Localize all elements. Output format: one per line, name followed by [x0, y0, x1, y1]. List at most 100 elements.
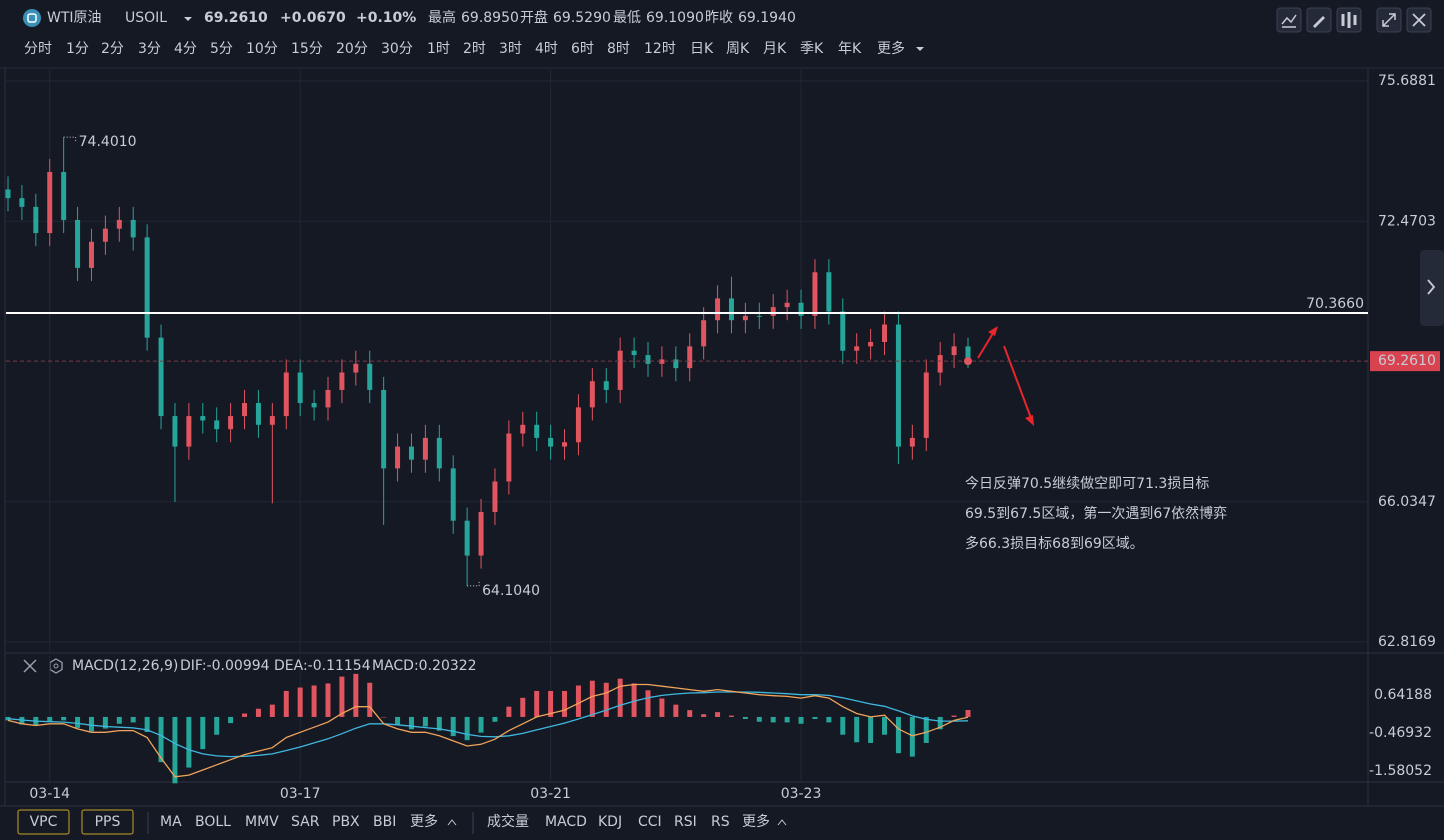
last-price-label: 69.2610: [1378, 353, 1436, 369]
indicator-tab[interactable]: RSI: [674, 814, 697, 830]
footer-button-label[interactable]: PPS: [95, 814, 121, 830]
period-tab[interactable]: 12时: [644, 41, 676, 57]
candle-body: [353, 363, 359, 373]
footer-button-label[interactable]: VPC: [30, 814, 58, 830]
candle-body: [589, 381, 595, 408]
x-tick-label: 03-14: [29, 786, 70, 802]
period-tab[interactable]: 6时: [571, 41, 594, 57]
macd-bar: [701, 714, 707, 717]
candle-body: [5, 189, 11, 199]
macd-bar: [840, 716, 846, 735]
macd-bar: [631, 683, 637, 717]
arrow-up: [977, 329, 996, 359]
indicator-tab[interactable]: KDJ: [598, 814, 622, 830]
period-tab[interactable]: 4时: [535, 41, 558, 57]
period-tab[interactable]: 分时: [24, 41, 52, 57]
candle-body: [102, 228, 108, 242]
close-indicator[interactable]: [23, 659, 37, 673]
indicator-tab[interactable]: BBI: [373, 814, 396, 830]
candle-body: [854, 346, 860, 351]
period-tab[interactable]: 4分: [174, 41, 197, 57]
macd-bar: [367, 682, 373, 717]
stat-value: 69.1940: [738, 10, 796, 26]
candle-body: [868, 341, 874, 347]
candle-body: [812, 272, 818, 316]
period-tab[interactable]: 1分: [66, 41, 89, 57]
candle-body: [603, 381, 609, 390]
macd-bar: [882, 716, 888, 735]
period-tab[interactable]: 30分: [381, 41, 413, 57]
macd-bar: [798, 716, 804, 724]
period-tab[interactable]: 日K: [690, 41, 714, 57]
candle-body: [506, 433, 512, 482]
period-tab[interactable]: 1时: [427, 41, 450, 57]
macd-bar: [645, 690, 651, 717]
macd-bar: [812, 716, 818, 719]
indicator-tab[interactable]: MACD: [545, 814, 587, 830]
footer-button[interactable]: [81, 809, 134, 835]
period-tab[interactable]: 3时: [499, 41, 522, 57]
indicator-tab[interactable]: BOLL: [195, 814, 231, 830]
macd-bar: [617, 678, 623, 717]
period-tab[interactable]: 月K: [763, 41, 787, 57]
indicator-tab[interactable]: CCI: [638, 814, 662, 830]
stat-label: 最低: [613, 10, 641, 26]
macd-bar: [19, 716, 25, 725]
candle-body: [923, 372, 929, 438]
indicator-tab[interactable]: PBX: [332, 814, 360, 830]
footer-button[interactable]: [17, 809, 70, 835]
indicator-tab[interactable]: MMV: [245, 814, 279, 830]
candle-body: [255, 403, 261, 425]
candle-body: [339, 372, 345, 390]
period-tab[interactable]: 3分: [138, 41, 161, 57]
indicator-tab[interactable]: 成交量: [487, 813, 529, 830]
macd-bar: [868, 716, 874, 743]
candle-body: [895, 324, 901, 447]
period-tab[interactable]: 年K: [838, 41, 862, 57]
macd-bar: [214, 716, 220, 735]
annotation: 多66.3损目标68到69区域。: [965, 535, 1144, 552]
period-tab[interactable]: 8时: [607, 41, 630, 57]
candle-body: [882, 324, 888, 342]
macd-bar: [937, 716, 943, 730]
period-tab[interactable]: 10分: [246, 41, 278, 57]
dea-label: DEA:-0.11154: [274, 658, 371, 674]
period-tab[interactable]: 15分: [291, 41, 323, 57]
indicator-tab[interactable]: MA: [160, 814, 182, 830]
candle-body: [408, 446, 414, 460]
period-tab[interactable]: 2时: [463, 41, 486, 57]
symbol-name: WTI原油: [47, 10, 102, 26]
macd-bar: [172, 716, 178, 784]
period-tab[interactable]: 更多: [877, 40, 905, 57]
macd-bar: [450, 716, 456, 737]
candle-body: [673, 359, 679, 369]
y-tick-label: 75.6881: [1378, 73, 1436, 89]
indicator-tab[interactable]: SAR: [291, 814, 320, 830]
dif-line: [7, 683, 969, 778]
indicator-tab[interactable]: 更多: [742, 813, 770, 830]
stat-value: 69.5290: [553, 10, 611, 26]
candle-body: [47, 172, 53, 234]
macd-tick-label: -1.58052: [1369, 763, 1432, 779]
period-tab[interactable]: 5分: [210, 41, 233, 57]
dropdown-caret[interactable]: [184, 17, 192, 21]
dropdown-caret[interactable]: [916, 47, 924, 51]
caret-up: [777, 819, 787, 826]
period-tab[interactable]: 20分: [336, 41, 368, 57]
candle-body: [965, 346, 971, 362]
macd-bar: [534, 690, 540, 717]
period-tab[interactable]: 2分: [101, 41, 124, 57]
candle-body: [325, 389, 331, 408]
indicator-tab[interactable]: 更多: [410, 813, 438, 830]
macd-bar: [603, 682, 609, 717]
period-tab[interactable]: 周K: [726, 41, 750, 57]
macd-title: MACD(12,26,9): [72, 658, 178, 674]
candle-body: [200, 416, 206, 421]
candle-body: [381, 389, 387, 469]
candle-body: [562, 442, 568, 447]
period-tab[interactable]: 季K: [800, 41, 824, 57]
candle-body: [88, 241, 94, 268]
indicator-tab[interactable]: RS: [711, 814, 730, 830]
macd-bar: [909, 716, 915, 757]
